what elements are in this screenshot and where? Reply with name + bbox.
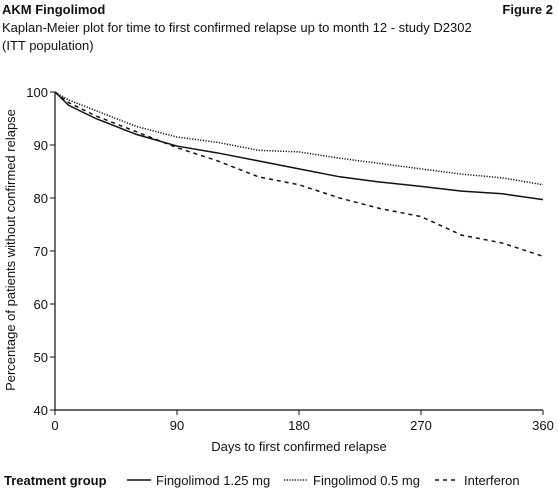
- chart-title: Kaplan-Meier plot for time to first conf…: [2, 20, 472, 35]
- x-axis-label: Days to first confirmed relapse: [211, 439, 387, 454]
- y-axis-label: Percentage of patients without confirmed…: [3, 109, 18, 391]
- legend-label: Interferon: [464, 473, 520, 488]
- figure-label: Figure 2: [502, 2, 553, 17]
- y-tick-label: 40: [34, 403, 48, 418]
- series-line: [54, 91, 544, 258]
- x-tick-label: 270: [410, 418, 432, 433]
- legend-label: Fingolimod 1.25 mg: [156, 473, 270, 488]
- x-tick-label: 180: [288, 418, 310, 433]
- y-tick-label: 90: [34, 138, 48, 153]
- series-line: [54, 91, 544, 201]
- y-tick-label: 60: [34, 297, 48, 312]
- x-tick-label: 90: [170, 418, 184, 433]
- legend-title: Treatment group: [4, 473, 107, 488]
- x-tick-label: 0: [51, 418, 58, 433]
- y-tick-label: 80: [34, 191, 48, 206]
- x-tick-label: 360: [532, 418, 554, 433]
- y-tick-label: 70: [34, 244, 48, 259]
- y-tick-label: 100: [26, 85, 48, 100]
- series-line: [54, 91, 544, 186]
- y-tick-label: 50: [34, 350, 48, 365]
- header: AKM Fingolimod: [2, 2, 105, 17]
- chart-subtitle: (ITT population): [2, 38, 94, 53]
- legend-label: Fingolimod 0.5 mg: [313, 473, 420, 488]
